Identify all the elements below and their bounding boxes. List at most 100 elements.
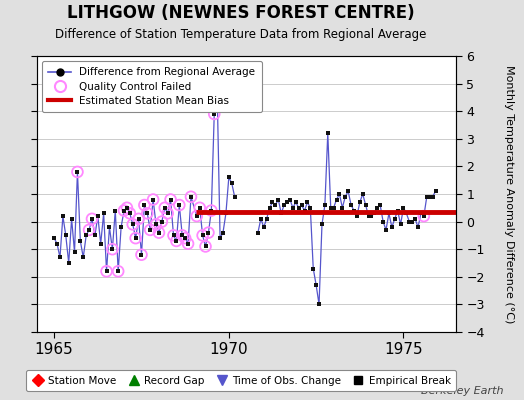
- Point: [370, 210, 378, 216]
- Point: [385, 210, 393, 216]
- Point: [330, 204, 338, 211]
- Point: [429, 194, 437, 200]
- Point: [373, 204, 381, 211]
- Point: [128, 221, 137, 228]
- Point: [335, 191, 344, 197]
- Point: [169, 232, 178, 238]
- Point: [68, 216, 76, 222]
- Point: [155, 230, 163, 236]
- Point: [213, 89, 221, 95]
- Point: [390, 216, 399, 222]
- Point: [195, 204, 204, 211]
- Point: [274, 196, 282, 203]
- Point: [280, 202, 288, 208]
- Point: [326, 204, 335, 211]
- Point: [53, 240, 61, 247]
- Point: [425, 194, 434, 200]
- Point: [414, 224, 422, 230]
- Point: [100, 210, 108, 216]
- Point: [402, 210, 411, 216]
- Point: [132, 235, 140, 241]
- Point: [207, 207, 215, 214]
- Point: [306, 204, 314, 211]
- Point: [181, 235, 189, 241]
- Point: [82, 232, 90, 238]
- Point: [163, 210, 172, 216]
- Point: [70, 249, 79, 255]
- Point: [152, 221, 160, 228]
- Point: [187, 194, 195, 200]
- Point: [420, 213, 428, 219]
- Point: [356, 199, 364, 206]
- Point: [379, 218, 387, 225]
- Point: [417, 210, 425, 216]
- Point: [408, 218, 417, 225]
- Point: [201, 243, 210, 250]
- Point: [193, 213, 201, 219]
- Point: [120, 207, 128, 214]
- Point: [175, 202, 183, 208]
- Point: [405, 218, 413, 225]
- Point: [364, 213, 373, 219]
- Point: [175, 202, 183, 208]
- Point: [167, 196, 175, 203]
- Point: [102, 268, 111, 274]
- Point: [132, 235, 140, 241]
- Point: [123, 204, 131, 211]
- Point: [222, 210, 230, 216]
- Point: [79, 254, 88, 261]
- Point: [362, 202, 370, 208]
- Point: [254, 230, 262, 236]
- Text: LITHGOW (NEWNES FOREST CENTRE): LITHGOW (NEWNES FOREST CENTRE): [67, 4, 415, 22]
- Point: [422, 194, 431, 200]
- Point: [309, 265, 318, 272]
- Point: [411, 216, 419, 222]
- Point: [117, 224, 125, 230]
- Point: [291, 199, 300, 206]
- Point: [298, 202, 306, 208]
- Point: [231, 194, 239, 200]
- Point: [163, 210, 172, 216]
- Point: [62, 232, 70, 238]
- Point: [376, 202, 385, 208]
- Y-axis label: Monthly Temperature Anomaly Difference (°C): Monthly Temperature Anomaly Difference (…: [504, 65, 514, 323]
- Point: [300, 207, 309, 214]
- Point: [88, 216, 96, 222]
- Point: [210, 111, 219, 117]
- Point: [193, 213, 201, 219]
- Point: [283, 199, 291, 206]
- Point: [353, 213, 361, 219]
- Point: [225, 174, 233, 181]
- Point: [146, 227, 155, 233]
- Point: [210, 111, 219, 117]
- Point: [56, 254, 64, 261]
- Point: [134, 216, 143, 222]
- Point: [149, 196, 157, 203]
- Point: [420, 213, 428, 219]
- Text: Difference of Station Temperature Data from Regional Average: Difference of Station Temperature Data f…: [56, 28, 427, 41]
- Point: [134, 216, 143, 222]
- Point: [155, 230, 163, 236]
- Point: [114, 268, 123, 274]
- Point: [76, 238, 84, 244]
- Point: [332, 196, 341, 203]
- Point: [126, 210, 134, 216]
- Point: [265, 204, 274, 211]
- Point: [73, 169, 82, 175]
- Point: [312, 282, 320, 288]
- Point: [152, 221, 160, 228]
- Point: [294, 204, 303, 211]
- Point: [187, 194, 195, 200]
- Point: [105, 224, 114, 230]
- Point: [158, 218, 166, 225]
- Point: [199, 232, 207, 238]
- Point: [94, 213, 102, 219]
- Point: [169, 232, 178, 238]
- Point: [172, 238, 181, 244]
- Point: [344, 188, 352, 194]
- Point: [204, 230, 213, 236]
- Point: [257, 216, 265, 222]
- Point: [195, 204, 204, 211]
- Legend: Station Move, Record Gap, Time of Obs. Change, Empirical Break: Station Move, Record Gap, Time of Obs. C…: [26, 370, 456, 391]
- Point: [143, 210, 151, 216]
